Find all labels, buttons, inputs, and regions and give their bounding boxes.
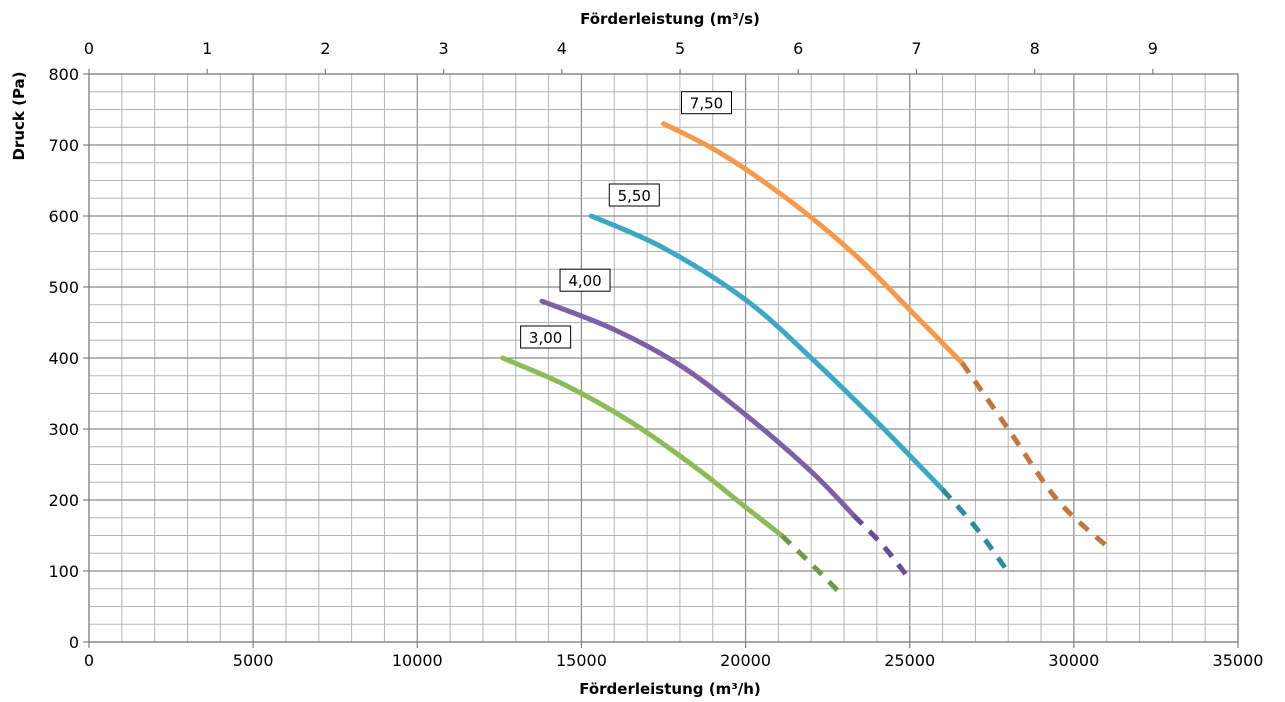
x-tick-label: 0 (84, 651, 94, 670)
x-tick-label: 10000 (392, 651, 443, 670)
curve-1-solid (500, 355, 785, 538)
y-tick-label: 800 (48, 65, 79, 84)
x-top-tick-label: 6 (793, 39, 803, 58)
curve-2-dashed (852, 513, 912, 582)
x-tick-label: 15000 (556, 651, 607, 670)
x-tick-label: 5000 (233, 651, 274, 670)
y-tick-label: 300 (48, 420, 79, 439)
x-top-axis-title: Förderleistung (m³/s) (580, 10, 760, 28)
x-top-tick-label: 9 (1148, 39, 1158, 58)
y-tick-label: 0 (69, 633, 79, 652)
y-tick-label: 100 (48, 562, 79, 581)
x-top-tick-label: 0 (84, 39, 94, 58)
x-tick-label: 25000 (884, 651, 935, 670)
y-tick-label: 500 (48, 278, 79, 297)
x-tick-label: 35000 (1213, 651, 1264, 670)
y-axis-title: Druck (Pa) (10, 71, 28, 160)
x-tick-label: 20000 (720, 651, 771, 670)
x-top-tick-label: 1 (202, 39, 212, 58)
curve-4-dashed (960, 361, 1109, 548)
y-tick-label: 400 (48, 349, 79, 368)
curve-3-dashed (940, 487, 1007, 569)
x-bottom-axis-title: Förderleistung (m³/h) (579, 680, 761, 698)
curve-3-solid (588, 213, 945, 492)
y-tick-label: 600 (48, 207, 79, 226)
curve-label: 7,50 (690, 95, 723, 113)
curve-label-box (608, 183, 660, 207)
curve-2-solid (539, 298, 857, 519)
curve-label-box (681, 91, 732, 115)
curve-label: 3,00 (529, 329, 562, 347)
y-tick-label: 200 (48, 491, 79, 510)
x-tick-label: 30000 (1048, 651, 1099, 670)
curve-4-solid (661, 121, 965, 366)
grid (88, 73, 1239, 643)
x-top-tick-label: 5 (675, 39, 685, 58)
curve-1-dashed (779, 533, 843, 596)
curve-label: 5,50 (618, 187, 651, 205)
x-top-tick-label: 2 (320, 39, 330, 58)
x-top-tick-label: 7 (911, 39, 921, 58)
y-tick-label: 700 (48, 136, 79, 155)
curves (500, 121, 1109, 596)
curve-label-box (520, 325, 572, 349)
curve-labels: 3,00 4,00 5,50 7,50 (520, 91, 732, 349)
x-top-tick-label: 4 (557, 39, 567, 58)
curve-label-box (559, 268, 611, 292)
x-top-tick-label: 8 (1030, 39, 1040, 58)
x-top-tick-label: 3 (439, 39, 449, 58)
curve-label: 4,00 (568, 272, 601, 290)
